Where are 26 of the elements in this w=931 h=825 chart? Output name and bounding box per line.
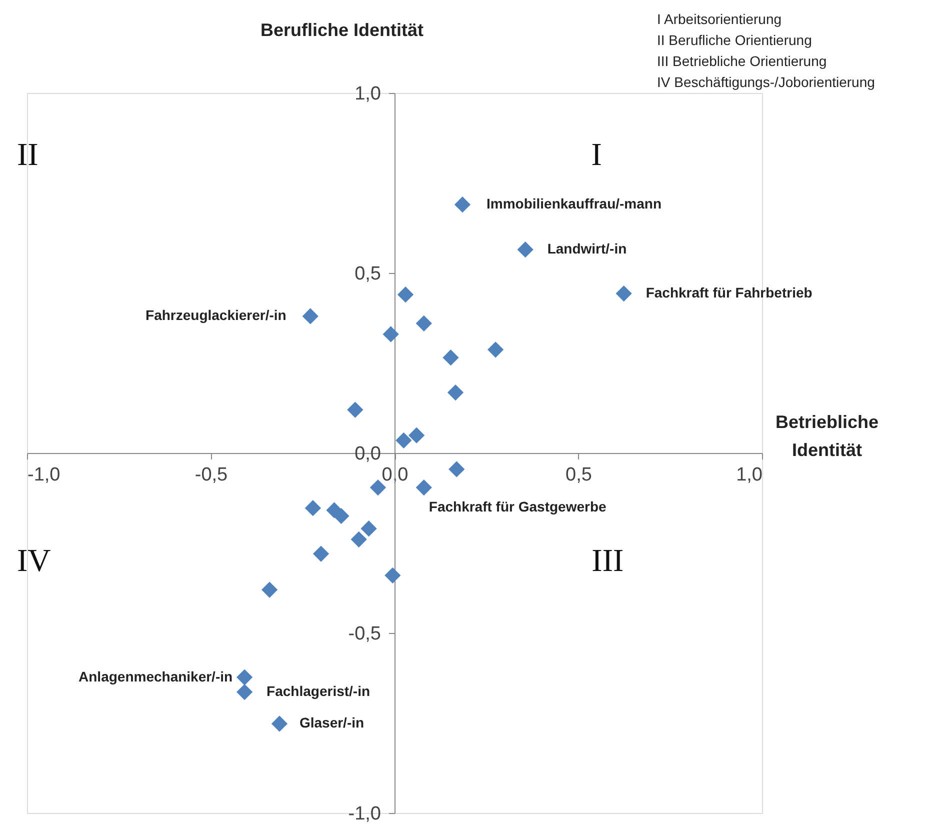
- annotation: Glaser/-in: [299, 714, 364, 731]
- annotation: IV: [17, 542, 51, 578]
- y-tick-label: 1,0: [354, 84, 381, 104]
- annotation: II: [17, 136, 38, 172]
- annotation: Landwirt/-in: [547, 240, 627, 257]
- y-axis-title: Berufliche Identität: [260, 20, 424, 40]
- annotation: Immobilienkauffrau/-mann: [486, 196, 662, 212]
- annotation: Fahrzeuglackierer/-in: [146, 307, 286, 324]
- annotation: III: [592, 542, 624, 578]
- annotation: Anlagenmechaniker/-in: [78, 668, 233, 684]
- x-tick-label: -0,5: [194, 464, 228, 486]
- x-tick-label: 1,0: [736, 464, 762, 486]
- text: I Arbeitsorientierung: [657, 11, 782, 27]
- annotation: Fachkraft für Gastgewerbe: [428, 498, 606, 515]
- annotation: Fachlagerist/-in: [266, 683, 370, 700]
- annotation: I: [591, 136, 602, 172]
- y-tick-label: 0,5: [354, 264, 381, 284]
- text: II Berufliche Orientierung: [657, 32, 812, 48]
- x-axis-title: Betriebliche Identität: [775, 412, 879, 460]
- x-tick-label: -1,0: [28, 464, 60, 486]
- y-tick-label: -1,0: [348, 804, 381, 824]
- x-tick-label: 0,5: [566, 464, 592, 486]
- y-tick-label: -0,5: [348, 624, 381, 644]
- annotation: Fachkraft für Fahrbetrieb: [646, 284, 812, 301]
- text: III Betriebliche Orientierung: [657, 53, 827, 69]
- text: IV Beschäftigungs-/Joborientierung: [657, 74, 875, 90]
